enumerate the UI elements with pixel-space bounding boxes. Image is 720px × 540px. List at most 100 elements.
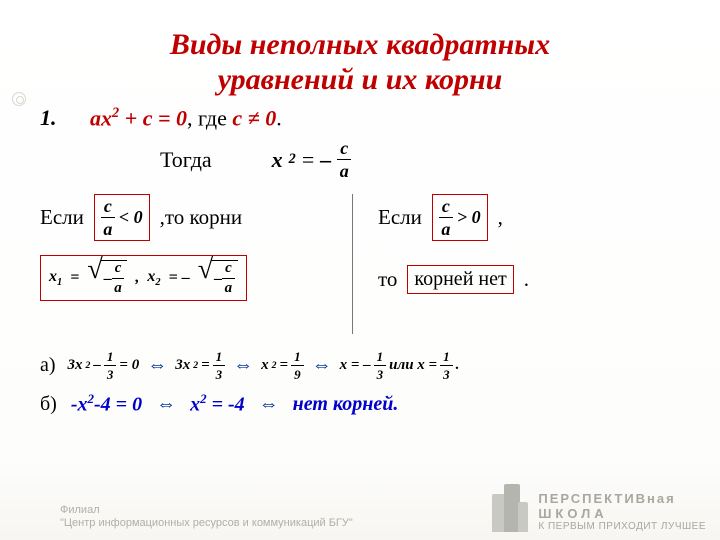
frac2: с а	[222, 261, 235, 296]
b-noroots: нет корней.	[293, 393, 399, 416]
d2: а	[225, 279, 233, 296]
frac-ca: с а	[101, 197, 115, 238]
brand-bot: К ПЕРВЫМ ПРИХОДИТ ЛУЧШЕЕ	[538, 521, 706, 532]
s1f: 13	[104, 350, 117, 381]
x: х	[272, 147, 283, 173]
eq: =	[302, 147, 314, 173]
left-if-line: Если с а < 0 ,то корни	[40, 194, 342, 241]
s1l: 3х	[68, 357, 83, 374]
s2d: 3	[216, 366, 223, 381]
footer-l2: "Центр информационных ресурсов и коммуни…	[60, 517, 353, 530]
decoration-circle	[12, 92, 26, 106]
s1: 3х2 – 13 = 0	[68, 350, 140, 381]
eqm2: = –	[169, 269, 190, 287]
slide-body: 1. ах2 + с = 0, где с ≠ 0. Тогда х2 = – …	[0, 97, 720, 417]
sqrt2-arg: – с а	[211, 260, 238, 296]
s1d: 3	[107, 366, 114, 381]
brand-mid: ШКОЛА	[538, 507, 706, 521]
right-if-line: Если с а > 0 ,	[378, 194, 680, 241]
if-word: Если	[40, 205, 84, 230]
s4l: х = –	[340, 357, 371, 374]
s3n: 1	[291, 350, 304, 366]
frac-c-a: с а	[337, 139, 351, 180]
gt0: > 0	[457, 207, 481, 228]
s4d1: 3	[377, 366, 384, 381]
then-word: Тогда	[160, 147, 212, 173]
darrow-icon-3: ⇔	[312, 354, 332, 377]
ex-a-label: а)	[40, 354, 56, 377]
s3: х2 = 19	[261, 350, 303, 381]
sup2: 2	[289, 151, 296, 168]
ex-b-label: б)	[40, 393, 57, 416]
s2e: =	[201, 357, 210, 374]
then-formula: х2 = – с а	[272, 139, 352, 180]
b1r: -4 = 0	[94, 394, 142, 416]
slide-title: Виды неполных квадратных уравнений и их …	[0, 0, 720, 97]
s4n2: 1	[440, 350, 453, 366]
comma: ,	[135, 269, 139, 287]
sub2: 2	[155, 277, 160, 288]
darrow-icon-2: ⇔	[233, 354, 253, 377]
frac-ca-r: с а	[439, 197, 453, 238]
x1v: х	[49, 268, 57, 285]
n2: с	[222, 261, 235, 279]
footer-left: Филиал "Центр информационных ресурсов и …	[60, 504, 353, 530]
darrow-icon: ⇔	[147, 354, 167, 377]
item-line: 1. ах2 + с = 0, где с ≠ 0.	[40, 105, 680, 131]
example-a: а) 3х2 – 13 = 0 ⇔ 3х2 = 13 ⇔ х2 = 19 ⇔	[40, 350, 680, 381]
s1e: = 0	[119, 357, 139, 374]
title-line-2: уравнений и их корни	[218, 63, 503, 96]
b1l: -х	[71, 394, 88, 416]
frac-n: с	[337, 139, 351, 160]
title-line-1: Виды неполных квадратных	[170, 28, 550, 61]
eq1: =	[70, 269, 79, 287]
s4dot: .	[456, 357, 460, 374]
minus1: –	[104, 270, 112, 288]
s1r: –	[93, 357, 101, 374]
s2f: 13	[213, 350, 226, 381]
dot-r: .	[524, 267, 529, 292]
item-number: 1.	[40, 105, 80, 131]
to-word: то	[378, 267, 397, 292]
footer-brand: ПЕРСПЕКТИВная ШКОЛА К ПЕРВЫМ ПРИХОДИТ ЛУ…	[538, 492, 706, 532]
darrow-icon-4: ⇔	[156, 393, 176, 416]
minus: –	[320, 147, 331, 173]
nr: с	[439, 197, 453, 218]
s1s: 2	[86, 360, 91, 371]
eq-ax: ах	[90, 105, 112, 130]
s4f2: 13	[440, 350, 453, 381]
sqrt2: √ – с а	[198, 260, 238, 296]
boxed-ca-gt0: с а > 0	[432, 194, 488, 241]
right-then-line: то корней нет .	[378, 265, 680, 294]
then-roots: ,то корни	[160, 205, 243, 230]
example-b: б) -х2-4 = 0 ⇔ х2 = -4 ⇔ нет корней.	[40, 391, 680, 417]
eq-rest: + с = 0	[119, 105, 187, 130]
col-right: Если с а > 0 , то корней нет .	[353, 194, 680, 294]
dr: а	[441, 218, 450, 238]
x1: х1	[49, 268, 62, 288]
then-row: Тогда х2 = – с а	[40, 139, 680, 180]
s3s: 2	[272, 360, 277, 371]
frac1: с а	[112, 261, 125, 296]
sub1: 1	[57, 277, 62, 288]
footer-logo-icon	[488, 484, 530, 532]
d: а	[103, 218, 112, 238]
boxed-ca-lt0: с а < 0	[94, 194, 150, 241]
minus2: –	[214, 270, 222, 288]
s4d2: 3	[443, 366, 450, 381]
s3e: =	[280, 357, 289, 374]
eq-cond: с ≠ 0	[232, 105, 276, 130]
b2l: х	[190, 394, 200, 416]
s1n: 1	[104, 350, 117, 366]
roots-box: х1 = √ – с а , х 2 = –	[40, 255, 247, 301]
s3l: х	[261, 357, 269, 374]
darrow-icon-5: ⇔	[259, 393, 279, 416]
footer-right: ПЕРСПЕКТИВная ШКОЛА К ПЕРВЫМ ПРИХОДИТ ЛУ…	[488, 484, 706, 532]
sqrt1: √ – с а	[87, 260, 127, 296]
sqrt1-arg: – с а	[101, 260, 128, 296]
s3d: 9	[294, 366, 301, 381]
n1: с	[112, 261, 125, 279]
comma-r: ,	[498, 205, 503, 230]
s2s: 2	[193, 360, 198, 371]
frac-d: а	[340, 160, 349, 180]
